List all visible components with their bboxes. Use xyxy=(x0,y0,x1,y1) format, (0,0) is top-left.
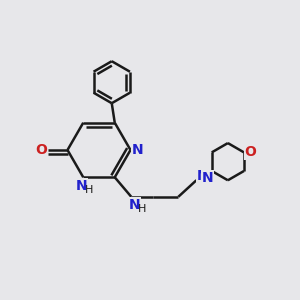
Text: O: O xyxy=(35,143,47,157)
Text: N: N xyxy=(201,171,213,184)
Text: H: H xyxy=(85,185,93,195)
Text: N: N xyxy=(196,169,208,183)
Text: H: H xyxy=(138,204,146,214)
Text: N: N xyxy=(76,179,88,193)
Text: N: N xyxy=(129,198,141,212)
Text: O: O xyxy=(244,146,256,159)
Text: N: N xyxy=(131,143,143,157)
